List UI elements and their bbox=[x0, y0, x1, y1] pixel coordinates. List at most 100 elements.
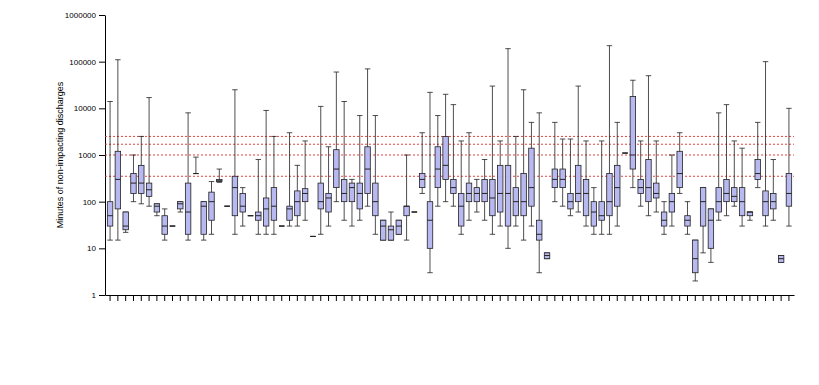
box-body bbox=[154, 204, 159, 212]
box bbox=[474, 179, 479, 212]
x-tick-mark bbox=[234, 295, 235, 301]
x-tick-mark bbox=[117, 295, 118, 301]
median bbox=[201, 206, 206, 207]
box bbox=[607, 46, 612, 235]
box bbox=[388, 212, 393, 240]
x-tick-mark bbox=[164, 295, 165, 301]
x-tick-mark bbox=[578, 295, 579, 301]
median bbox=[622, 153, 627, 154]
whisker bbox=[671, 155, 672, 226]
x-tick bbox=[547, 295, 548, 301]
x-tick bbox=[749, 295, 750, 301]
whisker-cap-high bbox=[521, 89, 526, 90]
x-tick-mark bbox=[531, 295, 532, 301]
reference-line bbox=[105, 144, 794, 145]
whisker-cap-low bbox=[193, 173, 198, 174]
box-body bbox=[466, 183, 471, 202]
median bbox=[568, 201, 573, 202]
whisker-cap-low bbox=[552, 201, 557, 202]
box bbox=[146, 98, 151, 207]
box bbox=[661, 202, 666, 235]
whisker-cap-low bbox=[318, 234, 323, 235]
median bbox=[474, 193, 479, 194]
whisker-cap-low bbox=[607, 234, 612, 235]
x-tick-mark bbox=[726, 295, 727, 301]
box-body bbox=[739, 188, 744, 216]
x-tick bbox=[133, 295, 134, 301]
whisker-cap-low bbox=[521, 240, 526, 241]
x-tick-mark bbox=[648, 295, 649, 301]
y-tick-mark bbox=[99, 295, 105, 296]
y-axis: 1101001000100001000001000000 bbox=[65, 11, 106, 300]
whisker-cap-low bbox=[630, 187, 635, 188]
x-tick bbox=[258, 295, 259, 301]
median bbox=[755, 173, 760, 174]
x-tick-mark bbox=[250, 295, 251, 301]
median bbox=[193, 173, 198, 174]
whisker-cap-high bbox=[388, 212, 393, 213]
box-body bbox=[373, 183, 378, 216]
whisker-cap-high bbox=[427, 92, 432, 93]
x-tick-mark bbox=[640, 295, 641, 301]
whisker-cap-low bbox=[201, 240, 206, 241]
box bbox=[615, 122, 620, 226]
box-body bbox=[334, 150, 339, 188]
box bbox=[349, 179, 354, 226]
median bbox=[419, 179, 424, 180]
box bbox=[248, 215, 253, 216]
x-tick-mark bbox=[149, 295, 150, 301]
whisker-cap-low bbox=[708, 262, 713, 263]
whisker-cap-low bbox=[568, 215, 573, 216]
x-tick bbox=[554, 295, 555, 301]
x-tick bbox=[679, 295, 680, 301]
x-tick bbox=[164, 295, 165, 301]
median bbox=[778, 258, 783, 259]
whisker-cap-low bbox=[115, 240, 120, 241]
whisker-cap-high bbox=[638, 140, 643, 141]
x-tick bbox=[305, 295, 306, 301]
whisker-cap-high bbox=[419, 132, 424, 133]
whisker-cap-high bbox=[217, 169, 222, 170]
box-body bbox=[716, 188, 721, 212]
box-body bbox=[458, 193, 463, 226]
x-tick bbox=[469, 295, 470, 301]
x-tick-mark bbox=[749, 295, 750, 301]
box-body bbox=[552, 169, 557, 188]
whisker-cap-high bbox=[755, 122, 760, 123]
x-tick-mark bbox=[703, 295, 704, 301]
median bbox=[537, 234, 542, 235]
box-body bbox=[786, 174, 791, 207]
whisker-cap-low bbox=[287, 226, 292, 227]
median bbox=[466, 193, 471, 194]
box-body bbox=[115, 151, 120, 209]
median bbox=[716, 201, 721, 202]
median bbox=[552, 179, 557, 180]
whisker-cap-high bbox=[474, 179, 479, 180]
box bbox=[568, 139, 573, 216]
box bbox=[599, 141, 604, 234]
x-tick-mark bbox=[734, 295, 735, 301]
x-tick bbox=[492, 295, 493, 301]
x-tick-mark bbox=[406, 295, 407, 301]
whisker-cap-low bbox=[279, 226, 284, 227]
y-tick: 100 bbox=[83, 198, 105, 207]
median bbox=[341, 193, 346, 194]
x-tick bbox=[734, 295, 735, 301]
median bbox=[263, 208, 268, 209]
whisker-cap-high bbox=[599, 140, 604, 141]
x-tick-mark bbox=[554, 295, 555, 301]
x-tick-mark bbox=[718, 295, 719, 301]
x-tick bbox=[703, 295, 704, 301]
x-tick bbox=[625, 295, 626, 301]
median bbox=[615, 187, 620, 188]
x-tick bbox=[593, 295, 594, 301]
whisker-cap-low bbox=[185, 240, 190, 241]
box-body bbox=[318, 183, 323, 209]
box-body bbox=[388, 226, 393, 240]
box-body bbox=[724, 179, 729, 201]
whisker-cap-high bbox=[654, 140, 659, 141]
whisker-cap-high bbox=[685, 201, 690, 202]
box-body bbox=[544, 253, 549, 259]
box bbox=[466, 133, 471, 221]
median bbox=[739, 201, 744, 202]
